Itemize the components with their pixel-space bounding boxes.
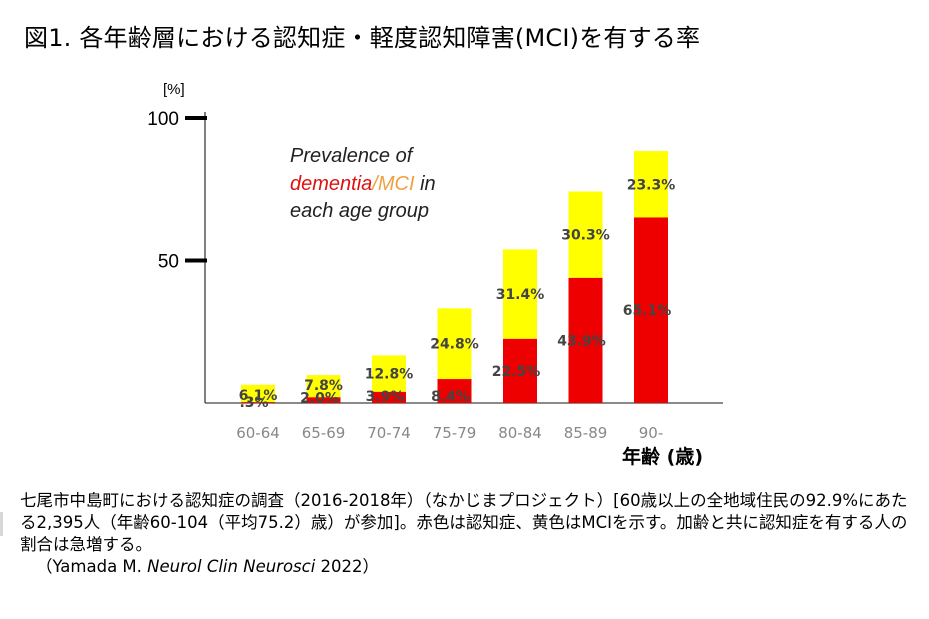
x-tick-label: 90- bbox=[639, 424, 664, 442]
left-edge-marker bbox=[0, 512, 3, 536]
figure-caption: 七尾市中島町における認知症の調査（2016-2018年）（なかじまプロジェクト）… bbox=[20, 490, 910, 578]
y-tick-label: 50 bbox=[158, 252, 179, 273]
x-axis-title: 年齢 (歳) bbox=[622, 445, 703, 468]
y-tick-label: 100 bbox=[147, 109, 179, 130]
bar-mci bbox=[503, 249, 537, 339]
bar-dementia bbox=[241, 402, 275, 403]
bar-mci bbox=[634, 151, 668, 218]
annotation-line3: each age group bbox=[290, 200, 429, 222]
x-tick-label: 60-64 bbox=[236, 424, 280, 442]
label-mci: 31.4% bbox=[496, 287, 545, 303]
y-tick-mark bbox=[185, 116, 207, 120]
label-mci: 30.3% bbox=[561, 228, 610, 244]
label-dementia: 22.5% bbox=[492, 364, 541, 380]
label-mci: 12.8% bbox=[365, 367, 414, 383]
bar-mci bbox=[437, 308, 472, 380]
x-tick-label: 65-69 bbox=[302, 424, 346, 442]
label-mci: 23.3% bbox=[627, 177, 676, 193]
x-tick-label: 85-89 bbox=[564, 424, 608, 442]
bar-dementia bbox=[503, 338, 537, 403]
citation-close: 2022） bbox=[315, 557, 380, 576]
caption-text: 七尾市中島町における認知症の調査（2016-2018年）（なかじまプロジェクト）… bbox=[20, 491, 908, 554]
caption-citation: （Yamada M. Neurol Clin Neurosci 2022） bbox=[20, 556, 910, 578]
bar-mci bbox=[372, 355, 406, 392]
citation-journal: Neurol Clin Neurosci bbox=[147, 557, 316, 576]
label-dementia: 3.9% bbox=[366, 389, 405, 405]
label-dementia: 2.0% bbox=[300, 390, 339, 406]
bar-mci bbox=[241, 384, 275, 403]
annotation-dementia-word: dementia bbox=[290, 173, 372, 195]
x-tick-label: 75-79 bbox=[433, 424, 477, 442]
x-tick-label: 70-74 bbox=[367, 424, 411, 442]
y-tick-mark bbox=[185, 258, 207, 263]
label-dementia: 43.9% bbox=[557, 333, 606, 349]
chart-annotation: Prevalence of dementia/MCI in each age g… bbox=[290, 145, 436, 222]
bar-dementia bbox=[372, 391, 406, 403]
bar-dementia bbox=[437, 379, 472, 403]
annotation-mci-word: MCI bbox=[378, 173, 415, 195]
bar-dementia bbox=[306, 397, 341, 403]
annotation-slash: / bbox=[370, 173, 380, 195]
stacked-bar-chart: Prevalence of dementia/MCI in each age g… bbox=[147, 81, 723, 468]
annotation-line2: dementia/MCI in bbox=[290, 173, 436, 195]
annotation-line1: Prevalence of bbox=[290, 145, 415, 167]
annotation-in-word: in bbox=[415, 173, 436, 195]
label-dementia: 65.1% bbox=[623, 303, 672, 319]
x-tick-label: 80-84 bbox=[498, 424, 542, 442]
label-dementia: .3% bbox=[239, 395, 268, 411]
label-mci: 24.8% bbox=[430, 337, 479, 353]
citation-open: （Yamada M. bbox=[36, 557, 148, 576]
bar-dementia bbox=[568, 277, 603, 403]
label-mci: 7.8% bbox=[304, 378, 343, 394]
bar-mci bbox=[568, 191, 603, 278]
bar-mci bbox=[306, 375, 341, 398]
y-unit-label: [%] bbox=[163, 81, 185, 98]
bar-dementia bbox=[634, 217, 668, 403]
label-dementia: 8.4% bbox=[431, 389, 470, 405]
label-mci: 6.1% bbox=[239, 388, 278, 404]
chart-title: 図1. 各年齢層における認知症・軽度認知障害(MCI)を有する率 bbox=[24, 24, 701, 52]
